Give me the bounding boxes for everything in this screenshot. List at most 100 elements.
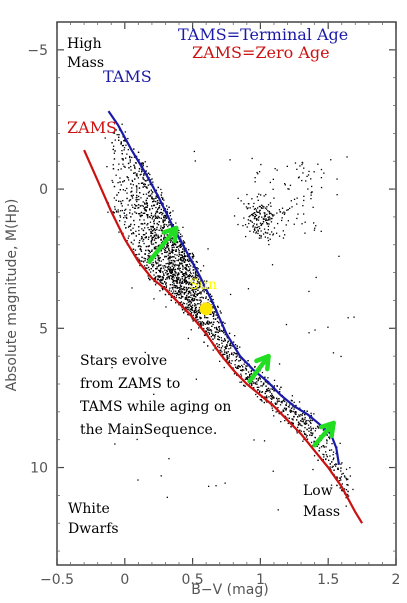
star-point [159, 281, 161, 283]
star-point [144, 351, 146, 354]
star-point [139, 264, 141, 267]
star-point [174, 273, 176, 275]
star-point [183, 275, 185, 277]
star-point [192, 291, 195, 293]
star-point [238, 360, 240, 362]
star-point [160, 278, 162, 280]
star-point [159, 290, 161, 292]
star-point [284, 234, 286, 236]
star-point [189, 275, 192, 277]
star-point [217, 338, 219, 340]
star-point [186, 306, 188, 309]
star-point [123, 149, 125, 151]
star-point [175, 296, 177, 299]
star-point [190, 283, 192, 285]
star-point [160, 267, 163, 269]
star-point [271, 396, 273, 398]
star-point [195, 285, 197, 288]
star-point [340, 476, 342, 478]
star-point [186, 298, 188, 301]
star-point [206, 327, 208, 330]
star-point [119, 210, 122, 212]
star-point [132, 243, 134, 245]
star-point [167, 244, 169, 247]
star-point [135, 212, 138, 214]
star-point [180, 301, 183, 303]
star-point [179, 263, 182, 265]
star-point [186, 265, 188, 267]
star-point [272, 388, 274, 390]
star-point [165, 306, 167, 308]
star-point [121, 153, 123, 155]
star-point [172, 280, 175, 283]
star-point [329, 463, 331, 465]
star-point [119, 189, 121, 191]
star-point [281, 217, 283, 219]
star-point [176, 282, 178, 284]
star-point [253, 202, 255, 205]
star-point [158, 236, 160, 238]
star-point [302, 162, 304, 164]
star-point [174, 287, 176, 289]
star-point [168, 265, 170, 267]
star-point [135, 197, 137, 199]
star-point [164, 214, 166, 217]
star-point [254, 217, 256, 219]
star-point [115, 199, 117, 201]
star-point [188, 307, 190, 309]
star-point [141, 171, 143, 173]
star-point [265, 218, 267, 220]
star-point [337, 468, 339, 470]
star-point [162, 279, 164, 281]
star-point [184, 242, 186, 244]
star-point [267, 239, 270, 242]
star-point [158, 278, 160, 281]
star-point [206, 323, 209, 325]
star-point [181, 309, 184, 311]
star-point [264, 214, 266, 216]
star-point [217, 305, 219, 307]
star-point [141, 214, 143, 217]
star-point [176, 279, 179, 281]
star-point [184, 276, 187, 278]
star-point [117, 169, 119, 171]
star-point [121, 205, 123, 207]
star-point [131, 213, 134, 215]
star-point [161, 192, 163, 194]
star-point [281, 400, 283, 402]
series-lines [83, 110, 364, 524]
star-point [317, 459, 319, 461]
star-point [188, 274, 191, 276]
star-point [249, 373, 251, 376]
star-point [169, 241, 172, 243]
star-point [170, 278, 173, 280]
star-point [151, 178, 153, 180]
star-point [178, 294, 180, 296]
star-point [299, 415, 301, 417]
star-point [281, 411, 283, 413]
star-point [228, 357, 230, 359]
star-point [180, 257, 182, 259]
star-point [186, 288, 189, 290]
star-point [158, 258, 160, 260]
star-point [340, 355, 342, 358]
star-point [170, 218, 173, 220]
star-point [251, 198, 253, 200]
star-point [315, 427, 317, 430]
star-point [165, 272, 167, 274]
star-point [202, 324, 204, 326]
star-point [198, 287, 200, 289]
star-point [193, 294, 195, 297]
star-point [160, 238, 162, 241]
star-point [114, 150, 116, 152]
star-point [318, 447, 321, 449]
star-point [258, 377, 261, 379]
star-point [146, 214, 148, 216]
star-point [225, 345, 227, 348]
star-point [196, 267, 198, 269]
star-point [169, 255, 171, 257]
star-point [178, 232, 180, 234]
star-point [310, 426, 312, 428]
star-point [250, 372, 253, 375]
star-point [259, 390, 261, 392]
